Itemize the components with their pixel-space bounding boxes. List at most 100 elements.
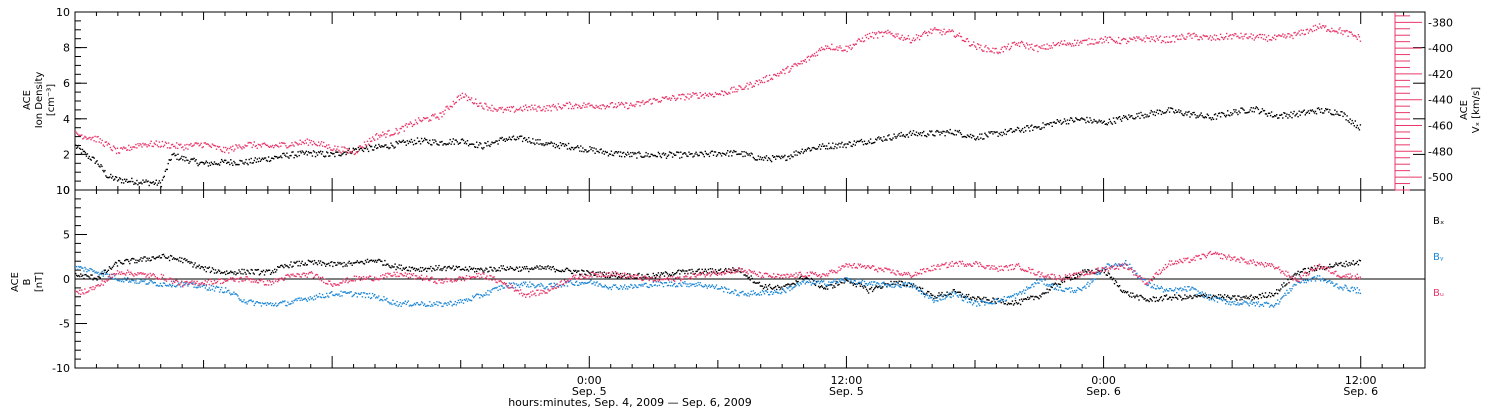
vx-series-point xyxy=(1132,39,1133,40)
bx-series-point xyxy=(982,298,983,299)
by-series-point xyxy=(743,294,744,295)
density-series-point xyxy=(819,144,820,145)
vx-series-point xyxy=(1145,35,1146,36)
vx-series-point xyxy=(1305,34,1306,35)
vx-series-point xyxy=(1245,33,1246,34)
density-series-point xyxy=(199,164,200,165)
by-series-point xyxy=(82,268,83,269)
density-series-point xyxy=(432,139,433,140)
density-series-point xyxy=(157,184,158,185)
density-series-point xyxy=(420,143,421,144)
density-series-point xyxy=(234,162,235,163)
vx-series-point xyxy=(290,145,291,146)
density-series-point xyxy=(140,182,141,183)
vx-series-point xyxy=(904,37,905,38)
bx-series-point xyxy=(538,268,539,269)
by-series-point xyxy=(415,304,416,305)
vx-series-point xyxy=(847,46,848,47)
vx-series-point xyxy=(1315,25,1316,26)
vx-series-point xyxy=(586,106,587,107)
bx-series-point xyxy=(1104,272,1105,273)
density-series-point xyxy=(88,158,89,159)
bx-series-point xyxy=(1184,294,1185,295)
by-series-point xyxy=(314,296,315,297)
bx-series-point xyxy=(352,265,353,266)
vx-series-point xyxy=(1168,42,1169,43)
density-series-point xyxy=(1184,113,1185,114)
vx-series-point xyxy=(573,108,574,109)
vx-series-point xyxy=(303,142,304,143)
density-series-point xyxy=(334,156,335,157)
vx-series-point xyxy=(1117,42,1118,43)
vx-series-point xyxy=(878,31,879,32)
vx-series-point xyxy=(744,87,745,88)
density-series-point xyxy=(899,133,900,134)
by-series-point xyxy=(810,282,811,283)
vx-series-point xyxy=(641,102,642,103)
by-series-point xyxy=(800,282,801,283)
density-series-point xyxy=(214,161,215,162)
vx-series-point xyxy=(308,145,309,146)
bx-series-point xyxy=(486,268,487,269)
vx-series-point xyxy=(233,150,234,151)
density-series-point xyxy=(1193,112,1194,113)
vx-series-point xyxy=(168,142,169,143)
vx-series-point xyxy=(368,144,369,145)
vx-series-point xyxy=(1174,41,1175,42)
by-series-point xyxy=(619,288,620,289)
by-series-point xyxy=(287,302,288,303)
density-series-point xyxy=(1355,120,1356,121)
bx-series-point xyxy=(1128,294,1129,295)
vx-series-point xyxy=(487,109,488,110)
bx-series-point xyxy=(212,267,213,268)
density-series-point xyxy=(145,179,146,180)
density-series-point xyxy=(583,151,584,152)
vx-series-point xyxy=(809,59,810,60)
density-series-point xyxy=(919,134,920,135)
by-series-point xyxy=(373,295,374,296)
density-series-point xyxy=(1346,115,1347,116)
vx-series-point xyxy=(177,148,178,149)
vx-series-point xyxy=(877,37,878,38)
density-series-point xyxy=(1157,110,1158,111)
density-series-point xyxy=(1183,115,1184,116)
by-series-point xyxy=(597,285,598,286)
density-series-point xyxy=(626,154,627,155)
by-series-point xyxy=(670,285,671,286)
vx-series-point xyxy=(1171,41,1172,42)
density-series-point xyxy=(754,158,755,159)
by-series-point xyxy=(946,296,947,297)
vx-series-point xyxy=(931,33,932,34)
vx-series-point xyxy=(306,142,307,143)
vx-series-point xyxy=(1182,35,1183,36)
bx-series-point xyxy=(127,259,128,260)
density-series-point xyxy=(975,139,976,140)
density-series-point xyxy=(1191,114,1192,115)
bx-series-point xyxy=(336,264,337,265)
vx-series-point xyxy=(1212,36,1213,37)
by-series-point xyxy=(292,302,293,303)
vx-series-point xyxy=(1326,31,1327,32)
bx-series-point xyxy=(394,263,395,264)
bx-series-point xyxy=(235,274,236,275)
bx-series-point xyxy=(391,265,392,266)
bx-series-point xyxy=(543,268,544,269)
density-series-point xyxy=(306,151,307,152)
by-series-point xyxy=(920,289,921,290)
vx-series-point xyxy=(1059,45,1060,46)
by-series-point xyxy=(872,284,873,285)
density-series-point xyxy=(720,153,721,154)
by-series-point xyxy=(465,300,466,301)
vx-series-point xyxy=(1159,37,1160,38)
by-series-point xyxy=(93,270,94,271)
density-series-point xyxy=(1052,126,1053,127)
bx-series-point xyxy=(1170,297,1171,298)
vx-series-point xyxy=(859,39,860,40)
bx-series-point xyxy=(934,296,935,297)
by-series-point xyxy=(284,300,285,301)
vx-series-point xyxy=(1079,42,1080,43)
bx-series-point xyxy=(1144,298,1145,299)
density-series-point xyxy=(87,153,88,154)
by-series-point xyxy=(471,300,472,301)
bx-series-point xyxy=(1345,261,1346,262)
